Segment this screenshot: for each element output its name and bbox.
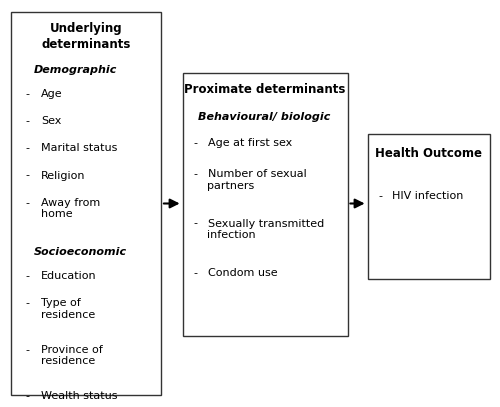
Text: Away from
home: Away from home bbox=[41, 198, 100, 219]
Text: Education: Education bbox=[41, 271, 96, 281]
Text: Marital status: Marital status bbox=[41, 143, 117, 153]
Text: Number of sexual
partners: Number of sexual partners bbox=[208, 169, 306, 190]
Bar bbox=[11, 12, 161, 395]
Text: Sex: Sex bbox=[41, 116, 62, 126]
Text: Type of
residence: Type of residence bbox=[41, 298, 95, 320]
Text: -: - bbox=[194, 169, 198, 179]
Text: Age at first sex: Age at first sex bbox=[208, 138, 292, 149]
Text: -: - bbox=[25, 298, 29, 309]
Text: -: - bbox=[194, 138, 198, 149]
Bar bbox=[368, 134, 490, 279]
Text: Health Outcome: Health Outcome bbox=[375, 147, 482, 160]
Text: -: - bbox=[378, 191, 382, 201]
Text: -: - bbox=[194, 268, 198, 278]
Text: -: - bbox=[25, 116, 29, 126]
Text: -: - bbox=[194, 219, 198, 229]
Text: Religion: Religion bbox=[41, 171, 86, 181]
Text: -: - bbox=[25, 89, 29, 99]
Text: -: - bbox=[25, 271, 29, 281]
Text: Socioeconomic: Socioeconomic bbox=[34, 247, 126, 258]
Text: Demographic: Demographic bbox=[34, 65, 117, 75]
Text: Province of
residence: Province of residence bbox=[41, 345, 103, 366]
Text: -: - bbox=[25, 345, 29, 355]
Text: Sexually transmitted
infection: Sexually transmitted infection bbox=[208, 219, 324, 240]
Text: -: - bbox=[25, 143, 29, 153]
Text: Underlying
determinants: Underlying determinants bbox=[42, 22, 130, 51]
Text: Wealth status: Wealth status bbox=[41, 391, 117, 401]
Bar bbox=[182, 73, 348, 336]
Text: -: - bbox=[25, 391, 29, 401]
Text: HIV infection: HIV infection bbox=[392, 191, 464, 201]
Text: -: - bbox=[25, 171, 29, 181]
Text: Condom use: Condom use bbox=[208, 268, 277, 278]
Text: -: - bbox=[25, 198, 29, 208]
Text: Behavioural/ biologic: Behavioural/ biologic bbox=[198, 112, 330, 122]
Text: Age: Age bbox=[41, 89, 62, 99]
Text: Proximate determinants: Proximate determinants bbox=[184, 83, 346, 96]
